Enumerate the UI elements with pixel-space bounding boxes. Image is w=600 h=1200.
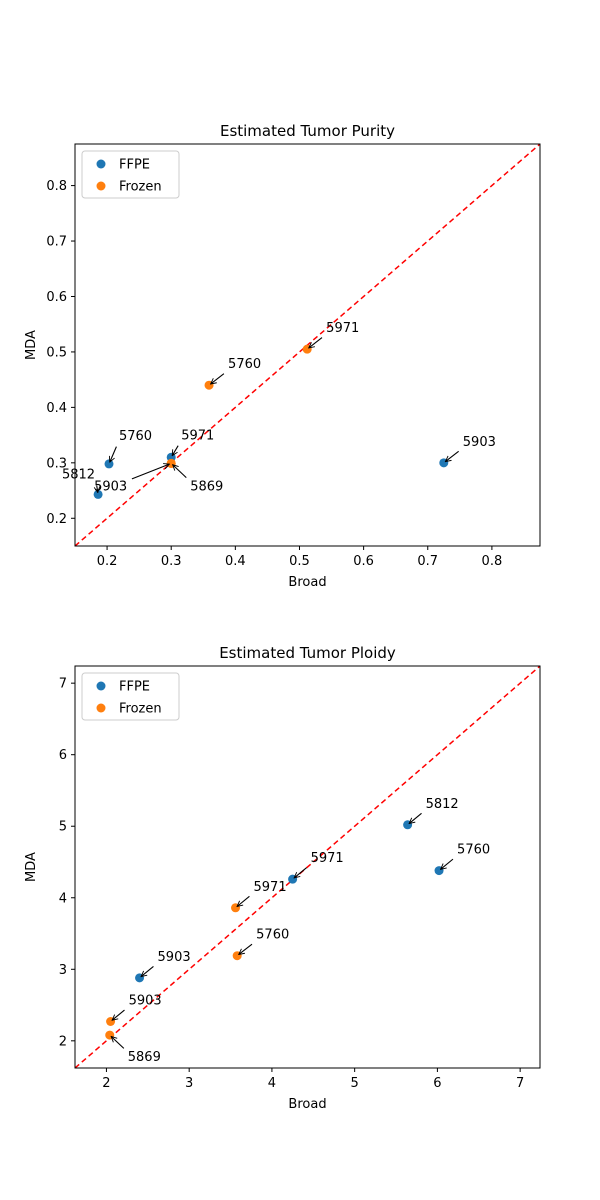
data-point-frozen-5971 — [302, 344, 312, 354]
data-point-ffpe-5903 — [439, 458, 449, 468]
y-tick-label: 0.7 — [46, 235, 67, 250]
x-tick-label: 0.7 — [417, 554, 438, 569]
annotation-arrow — [173, 465, 187, 479]
x-tick-label: 7 — [516, 1076, 524, 1091]
x-tick-label: 3 — [185, 1076, 193, 1091]
axes-frame — [74, 665, 541, 1069]
annotation-arrow — [445, 450, 459, 461]
y-tick-label: 2 — [59, 1034, 67, 1049]
point-label-5760: 5760 — [256, 928, 289, 943]
legend-label-ffpe: FFPE — [119, 158, 150, 173]
x-tick-label: 5 — [351, 1076, 359, 1091]
legend-marker-ffpe — [96, 681, 106, 691]
annotation-arrow — [97, 485, 98, 492]
y-tick-label: 4 — [59, 891, 67, 906]
annotation-arrow — [237, 895, 250, 906]
legend-marker-ffpe — [96, 159, 106, 169]
y-tick-label: 6 — [59, 748, 67, 763]
legend-marker-frozen — [96, 181, 106, 191]
annotation-arrow — [141, 965, 154, 976]
y-axis-label: MDA — [24, 330, 39, 360]
annotation-arrow — [112, 1009, 125, 1020]
annotation-arrow — [110, 446, 117, 462]
y-tick-label: 0.6 — [46, 290, 67, 305]
ploidy-chart: Estimated Tumor Ploidy 58125760597159035… — [24, 644, 541, 1112]
annotation-arrow — [172, 445, 179, 456]
y-tick-label: 0.5 — [46, 345, 67, 360]
x-tick-label: 0.2 — [97, 554, 118, 569]
annotation-arrow — [309, 337, 323, 348]
annotation-arrow — [409, 812, 422, 823]
legend-label-frozen: Frozen — [119, 180, 162, 195]
x-tick-label: 0.6 — [353, 554, 374, 569]
x-axis-label: Broad — [288, 575, 326, 590]
point-label-5971: 5971 — [326, 321, 359, 336]
x-tick-label: 0.4 — [225, 554, 246, 569]
x-tick-label: 2 — [102, 1076, 110, 1091]
legend-label-ffpe: FFPE — [119, 680, 150, 695]
annotation-arrow — [111, 1036, 125, 1049]
y-tick-label: 0.4 — [46, 401, 67, 416]
annotation-arrow — [294, 867, 307, 878]
data-point-ffpe-5760 — [104, 459, 114, 469]
x-tick-label: 0.3 — [161, 554, 182, 569]
point-label-5760: 5760 — [119, 429, 152, 444]
legend-label-frozen: Frozen — [119, 702, 162, 717]
data-point-frozen-5760 — [232, 951, 242, 961]
annotation-arrow — [211, 373, 225, 384]
point-label-5812: 5812 — [426, 797, 459, 812]
point-label-5812: 5812 — [62, 467, 95, 482]
y-axis-label: MDA — [24, 852, 39, 882]
x-tick-label: 0.5 — [289, 554, 310, 569]
y-tick-label: 0.3 — [46, 456, 67, 471]
y-tick-label: 0.2 — [46, 512, 67, 527]
point-label-5869: 5869 — [190, 479, 223, 494]
y-tick-label: 5 — [59, 820, 67, 835]
x-tick-label: 6 — [433, 1076, 441, 1091]
annotation-arrow — [131, 464, 169, 480]
y-tick-label: 7 — [59, 677, 67, 692]
point-label-5869: 5869 — [128, 1050, 161, 1065]
y-tick-label: 0.8 — [46, 179, 67, 194]
data-point-frozen-5760 — [204, 380, 214, 390]
legend-marker-frozen — [96, 703, 106, 713]
plot-area: 5812 5760 5971 5903 5971 5760 5903 5869 2 3 4 5 6 7 2 3… — [59, 665, 541, 1091]
annotation-arrow — [441, 858, 454, 869]
reference-line — [75, 666, 540, 1068]
point-label-5760: 5760 — [457, 843, 490, 858]
annotation-arrow — [239, 943, 253, 954]
point-label-5903: 5903 — [94, 479, 127, 494]
x-tick-label: 4 — [268, 1076, 276, 1091]
point-label-5903: 5903 — [463, 435, 496, 450]
point-label-5903: 5903 — [158, 950, 191, 965]
point-label-5903: 5903 — [129, 994, 162, 1009]
point-label-5971: 5971 — [181, 428, 214, 443]
x-axis-label: Broad — [288, 1097, 326, 1112]
point-label-5971: 5971 — [311, 851, 344, 866]
chart-title: Estimated Tumor Purity — [220, 122, 395, 140]
legend: FFPE Frozen — [81, 150, 180, 199]
legend-box — [81, 672, 180, 721]
axes-frame — [74, 143, 541, 547]
legend: FFPE Frozen — [81, 672, 180, 721]
y-tick-label: 3 — [59, 963, 67, 978]
point-label-5971: 5971 — [254, 880, 287, 895]
x-tick-label: 0.8 — [482, 554, 503, 569]
legend-box — [81, 150, 180, 199]
point-label-5760: 5760 — [228, 357, 261, 372]
chart-title: Estimated Tumor Ploidy — [219, 644, 396, 662]
purity-chart: Estimated Tumor Purity 57605812590359715… — [24, 122, 541, 590]
